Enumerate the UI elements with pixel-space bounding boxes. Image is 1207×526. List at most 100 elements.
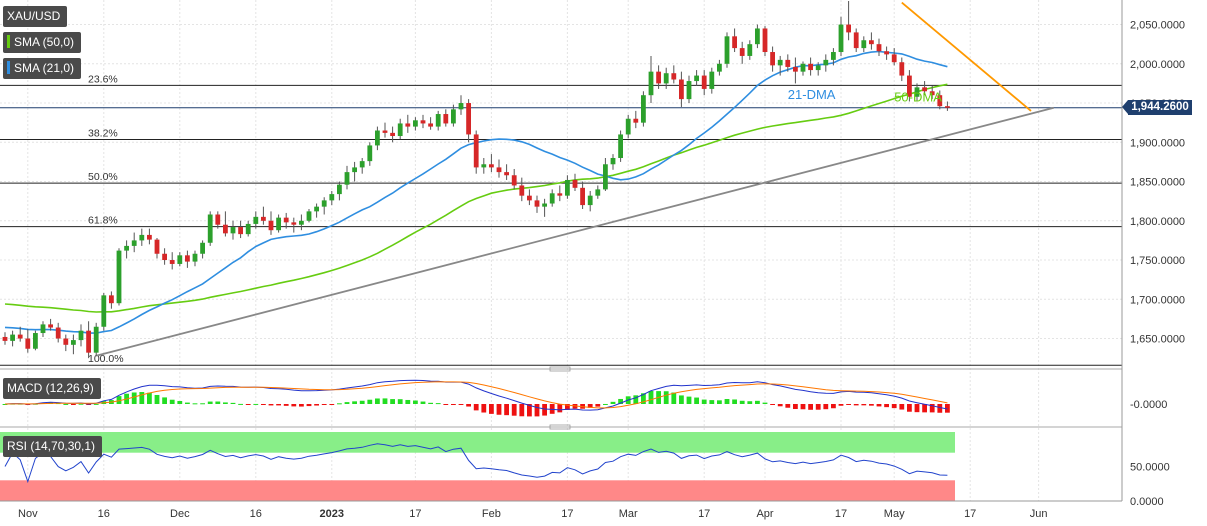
macd-histogram-bar (321, 404, 327, 405)
macd-histogram-bar (78, 403, 84, 405)
candle-body (565, 179, 570, 196)
candle-body (557, 193, 563, 196)
candle-body (884, 51, 889, 55)
candle-body (869, 40, 874, 45)
macd-histogram-bar (937, 404, 943, 413)
candle-body (177, 255, 183, 264)
candle-body (78, 330, 84, 341)
candle-body (466, 103, 471, 135)
candle-body (686, 81, 692, 100)
candle-body (542, 203, 547, 207)
sma50-legend[interactable]: SMA (50,0) (3, 32, 82, 53)
candle-body (215, 214, 221, 225)
candle-body (291, 222, 297, 225)
time-tick-label: 2023 (320, 508, 344, 520)
candle-body (572, 179, 578, 188)
candle-body (587, 195, 593, 206)
time-tick-label: 17 (835, 508, 847, 520)
macd-legend[interactable]: MACD (12,26,9) (3, 378, 101, 399)
macd-histogram-bar (466, 404, 471, 407)
time-tick-label: 17 (409, 508, 421, 520)
candle-body (276, 217, 281, 231)
macd-histogram-bar (869, 404, 874, 406)
macd-histogram-bar (610, 401, 616, 404)
macd-histogram-bar (238, 403, 243, 405)
candle-body (413, 120, 418, 127)
price-tick-label: 1,800.0000 (1130, 216, 1185, 228)
candle-body (511, 175, 517, 186)
macd-histogram-bar (329, 404, 335, 405)
macd-histogram-bar (785, 404, 791, 408)
macd-histogram-bar (739, 400, 745, 404)
rsi-label: RSI (14,70,30,1) (7, 439, 96, 453)
rsi-oversold-zone (0, 480, 955, 501)
macd-histogram-bar (861, 404, 867, 406)
macd-histogram-bar (261, 404, 266, 405)
macd-histogram-bar (359, 400, 365, 404)
candle-body (367, 145, 373, 162)
candle-body (382, 130, 388, 133)
time-tick-label: Mar (619, 508, 638, 520)
candle-body (633, 118, 639, 123)
macd-histogram-bar (724, 399, 730, 404)
sma50-swatch (7, 35, 10, 48)
candle-body (709, 71, 715, 89)
symbol-label: XAU/USD (7, 9, 61, 23)
fib-level-label: 38.2% (88, 128, 118, 140)
time-tick-label: Jun (1030, 508, 1048, 520)
macd-histogram-bar (139, 392, 145, 404)
macd-histogram-bar (215, 401, 221, 404)
macd-histogram-bar (557, 404, 563, 413)
candle-body (261, 216, 266, 221)
macd-histogram-bar (382, 398, 388, 404)
candle-body (375, 130, 380, 146)
time-tick-label: 16 (98, 508, 110, 520)
macd-histogram-bar (701, 399, 707, 404)
macd-histogram-bar (283, 404, 289, 406)
candle-body (48, 324, 53, 328)
rsi-legend[interactable]: RSI (14,70,30,1) (3, 436, 103, 457)
candle-body (663, 73, 669, 84)
macd-histogram-bar (397, 399, 403, 404)
macd-histogram-bar (709, 400, 715, 404)
rsi-tick-label: 50.0000 (1130, 462, 1170, 474)
macd-histogram-bar (291, 404, 297, 407)
sma21-swatch (7, 61, 10, 74)
candle-body (656, 71, 661, 84)
trendline-support (95, 106, 1055, 357)
macd-histogram-bar (770, 404, 775, 405)
candle-body (329, 194, 335, 201)
macd-histogram-bar (481, 404, 487, 413)
macd-histogram-bar (686, 396, 692, 404)
candle-body (40, 324, 46, 334)
candle-body (625, 118, 631, 135)
candle-body (732, 36, 737, 49)
macd-histogram-bar (587, 404, 593, 408)
candle-body (230, 227, 236, 234)
candle-body (679, 79, 684, 100)
macd-histogram-bar (815, 404, 821, 410)
macd-histogram-bar (838, 404, 844, 406)
symbol-legend[interactable]: XAU/USD (3, 6, 68, 27)
macd-tick-label: -0.0000 (1130, 399, 1167, 411)
macd-histogram-bar (93, 403, 99, 405)
candle-body (458, 103, 464, 110)
candle-body (618, 134, 623, 158)
macd-histogram-bar (747, 401, 753, 404)
candle-body (223, 224, 228, 234)
candle-body (390, 132, 395, 137)
macd-panel (0, 374, 1122, 424)
candle-body (610, 157, 616, 165)
macd-histogram-bar (732, 399, 737, 404)
macd-histogram-bar (717, 400, 722, 404)
candle-body (800, 63, 806, 72)
candle-body (428, 123, 433, 127)
sma50-label: SMA (50,0) (14, 35, 75, 49)
sma21-legend[interactable]: SMA (21,0) (3, 58, 82, 79)
candle-body (701, 75, 707, 89)
candle-body (337, 184, 342, 195)
macd-histogram-bar (489, 404, 494, 414)
macd-histogram-bar (473, 404, 479, 411)
rsi-overbought-zone (0, 432, 955, 453)
